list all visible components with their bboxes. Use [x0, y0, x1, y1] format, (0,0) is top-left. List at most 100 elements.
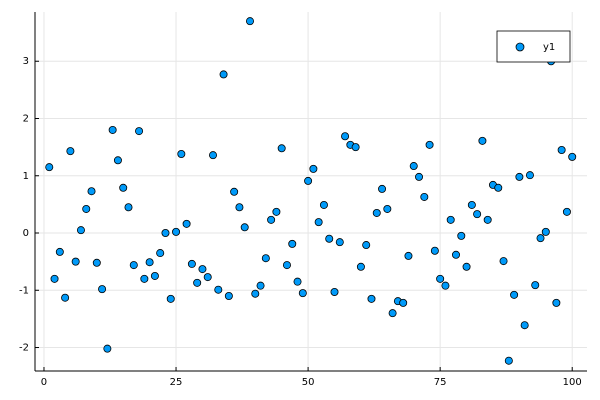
- point: [103, 344, 112, 353]
- point: [224, 291, 233, 300]
- point: [462, 262, 471, 271]
- point: [504, 356, 513, 365]
- point: [124, 203, 133, 212]
- point: [245, 17, 254, 26]
- point: [182, 219, 191, 228]
- point: [87, 187, 96, 196]
- point: [341, 132, 350, 141]
- point: [288, 239, 297, 248]
- point: [76, 226, 85, 235]
- point: [467, 200, 476, 209]
- legend-label: y1: [543, 42, 555, 53]
- point: [362, 241, 371, 250]
- point: [119, 183, 128, 192]
- point: [108, 125, 117, 134]
- point: [135, 127, 144, 136]
- point: [446, 215, 455, 224]
- point: [531, 281, 540, 290]
- point: [319, 200, 328, 209]
- point: [209, 151, 218, 160]
- point: [304, 176, 313, 185]
- point: [66, 147, 75, 156]
- point: [219, 70, 228, 79]
- point: [399, 298, 408, 307]
- point: [129, 261, 138, 270]
- point: [166, 294, 175, 303]
- point: [351, 143, 360, 152]
- point: [293, 277, 302, 286]
- point: [404, 251, 413, 260]
- point: [214, 285, 223, 294]
- x-tick-label: 100: [563, 377, 582, 388]
- point: [515, 172, 524, 181]
- y-tick-label: 3: [23, 56, 29, 67]
- legend-box: [496, 30, 571, 63]
- point: [198, 265, 207, 274]
- y-tick-label: 1: [23, 171, 29, 182]
- point: [282, 261, 291, 270]
- point: [499, 257, 508, 266]
- point: [367, 294, 376, 303]
- point: [240, 223, 249, 232]
- point: [50, 274, 59, 283]
- point: [335, 238, 344, 247]
- point: [457, 231, 466, 240]
- x-tick-label: 0: [41, 377, 47, 388]
- point: [261, 254, 270, 263]
- point: [478, 136, 487, 145]
- point: [71, 257, 80, 266]
- point: [272, 207, 281, 216]
- point: [193, 278, 202, 287]
- point: [156, 249, 165, 258]
- point: [82, 204, 91, 213]
- point: [150, 271, 159, 280]
- point: [251, 289, 260, 298]
- point: [525, 171, 534, 180]
- x-tick-label: 50: [302, 377, 315, 388]
- point: [61, 293, 70, 302]
- point: [568, 152, 577, 161]
- point: [536, 234, 545, 243]
- point: [298, 289, 307, 298]
- point: [562, 207, 571, 216]
- point: [45, 163, 54, 172]
- point: [330, 287, 339, 296]
- point: [172, 227, 181, 236]
- point: [441, 281, 450, 290]
- point: [388, 309, 397, 318]
- point: [378, 184, 387, 193]
- x-tick-label: 25: [170, 377, 183, 388]
- point: [92, 258, 101, 267]
- point: [415, 172, 424, 181]
- point: [325, 234, 334, 243]
- point: [494, 183, 503, 192]
- point: [140, 274, 149, 283]
- point: [98, 285, 107, 294]
- point: [420, 192, 429, 201]
- point: [203, 273, 212, 282]
- y-tick-label: -1: [19, 285, 29, 296]
- point: [55, 247, 64, 256]
- y-tick-label: -2: [19, 343, 29, 354]
- y-tick-label: 2: [23, 113, 29, 124]
- point: [314, 218, 323, 227]
- point: [187, 259, 196, 268]
- point: [356, 262, 365, 271]
- point: [552, 298, 561, 307]
- point: [425, 140, 434, 149]
- y-tick-label: 0: [23, 228, 29, 239]
- point: [256, 281, 265, 290]
- point: [541, 227, 550, 236]
- legend-marker: [515, 42, 525, 52]
- point: [267, 215, 276, 224]
- point: [230, 187, 239, 196]
- point: [383, 204, 392, 213]
- point: [372, 208, 381, 217]
- point: [483, 215, 492, 224]
- point: [409, 162, 418, 171]
- point: [473, 210, 482, 219]
- point: [145, 258, 154, 267]
- point: [557, 145, 566, 154]
- x-tick-label: 75: [434, 377, 447, 388]
